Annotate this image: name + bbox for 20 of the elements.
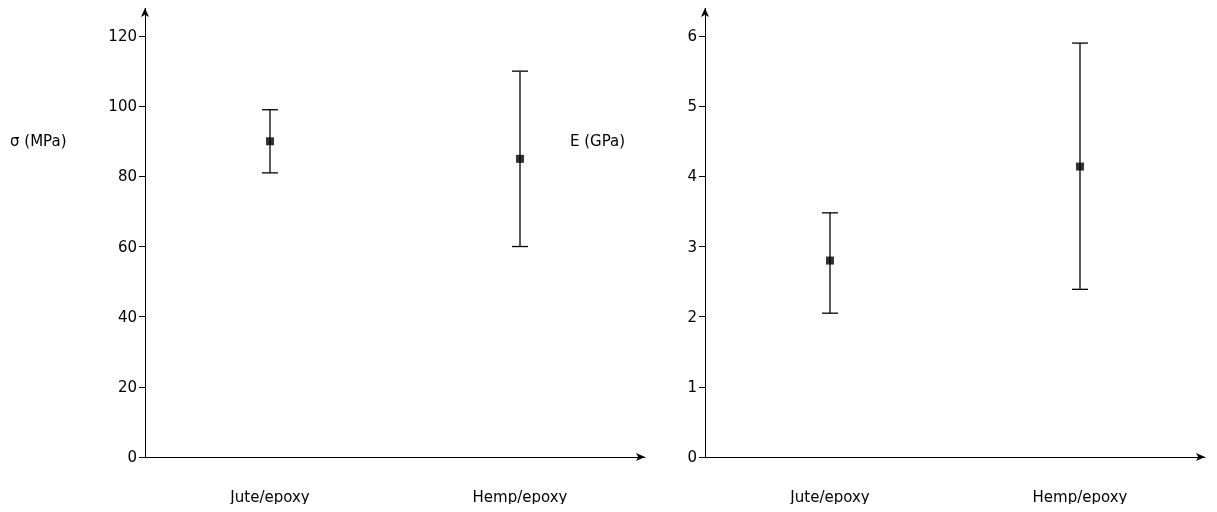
y-tick-label: 60 <box>117 237 137 256</box>
y-tick-label: 120 <box>108 27 137 46</box>
y-tick-label: 4 <box>687 167 697 186</box>
y-tick-label: 40 <box>117 307 137 326</box>
y-tick-label: 100 <box>108 97 137 116</box>
y-tick-label: 5 <box>687 97 697 116</box>
y-axis-title: σ (MPa) <box>10 131 67 150</box>
y-tick-label: 6 <box>687 27 697 46</box>
y-tick-label: 20 <box>117 377 137 396</box>
x-tick-label: Jute/epoxy <box>789 487 870 506</box>
x-tick-label: Hemp/epoxy <box>1032 487 1128 506</box>
y-tick-label: 0 <box>127 448 137 466</box>
y-tick-label: 0 <box>687 448 697 466</box>
y-tick-label: 3 <box>687 237 697 256</box>
y-tick-label: 80 <box>117 167 137 186</box>
y-axis-title: E (GPa) <box>570 131 626 150</box>
x-tick-label: Jute/epoxy <box>229 487 310 506</box>
y-tick-label: 1 <box>687 377 697 396</box>
x-tick-label: Hemp/epoxy <box>472 487 568 506</box>
y-tick-label: 2 <box>687 307 697 326</box>
